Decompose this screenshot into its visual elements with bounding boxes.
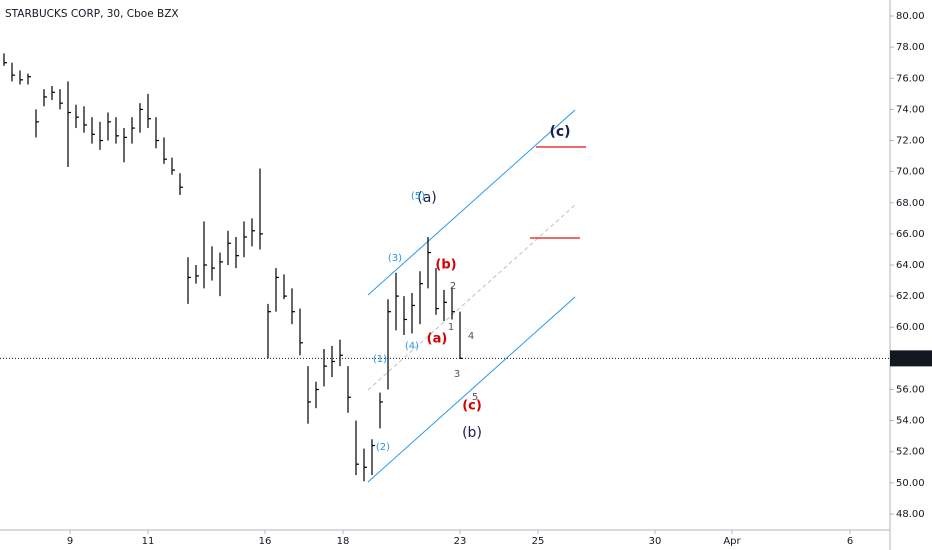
x-tick-label: 9 xyxy=(67,536,73,547)
wave-label: (4) xyxy=(405,341,419,352)
x-tick-label: 23 xyxy=(454,536,467,547)
y-tick-label: 72.00 xyxy=(896,136,925,147)
wave-label: 4 xyxy=(468,331,474,342)
wave-label: (1) xyxy=(373,354,387,365)
y-tick-label: 56.00 xyxy=(896,384,925,395)
last-price-label: 58.00 xyxy=(896,353,925,364)
wave-label: (c) xyxy=(462,399,482,414)
x-tick-label: 30 xyxy=(649,536,662,547)
y-tick-label: 70.00 xyxy=(896,167,925,178)
channel-middle xyxy=(367,204,576,391)
y-tick-label: 74.00 xyxy=(896,104,925,115)
wave-label: (a) xyxy=(417,190,437,206)
chart-title: STARBUCKS CORP, 30, Cboe BZX xyxy=(5,8,179,20)
y-tick-label: 52.00 xyxy=(896,447,925,458)
y-tick-label: 64.00 xyxy=(896,260,925,271)
y-tick-label: 60.00 xyxy=(896,322,925,333)
x-tick-label: 18 xyxy=(337,536,350,547)
wave-label: (3) xyxy=(388,253,402,264)
x-tick-label: 6 xyxy=(847,536,853,547)
x-tick-label: 16 xyxy=(259,536,272,547)
wave-label: 1 xyxy=(448,322,454,333)
wave-label: (b) xyxy=(435,258,456,273)
y-tick-label: 80.00 xyxy=(896,11,925,22)
wave-label: (a) xyxy=(427,332,448,347)
wave-label: (5) xyxy=(411,191,425,202)
x-tick-label: Apr xyxy=(723,536,741,547)
channel-upper xyxy=(367,109,576,296)
y-tick-label: 76.00 xyxy=(896,73,925,84)
y-tick-label: 48.00 xyxy=(896,509,925,520)
wave-label: (c) xyxy=(549,124,570,140)
y-tick-label: 66.00 xyxy=(896,229,925,240)
x-tick-label: 11 xyxy=(142,536,155,547)
x-tick-label: 25 xyxy=(532,536,545,547)
wave-label: (2) xyxy=(376,442,390,453)
wave-label: 5 xyxy=(472,392,478,403)
y-tick-label: 50.00 xyxy=(896,478,925,489)
last-price-box xyxy=(890,350,932,367)
y-tick-label: 78.00 xyxy=(896,42,925,53)
wave-label: 2 xyxy=(450,281,456,292)
wave-label: (b) xyxy=(462,425,482,441)
wave-label: 3 xyxy=(454,369,460,380)
y-tick-label: 54.00 xyxy=(896,416,925,427)
y-tick-label: 68.00 xyxy=(896,198,925,209)
y-tick-label: 62.00 xyxy=(896,291,925,302)
channel-lower xyxy=(367,296,576,483)
